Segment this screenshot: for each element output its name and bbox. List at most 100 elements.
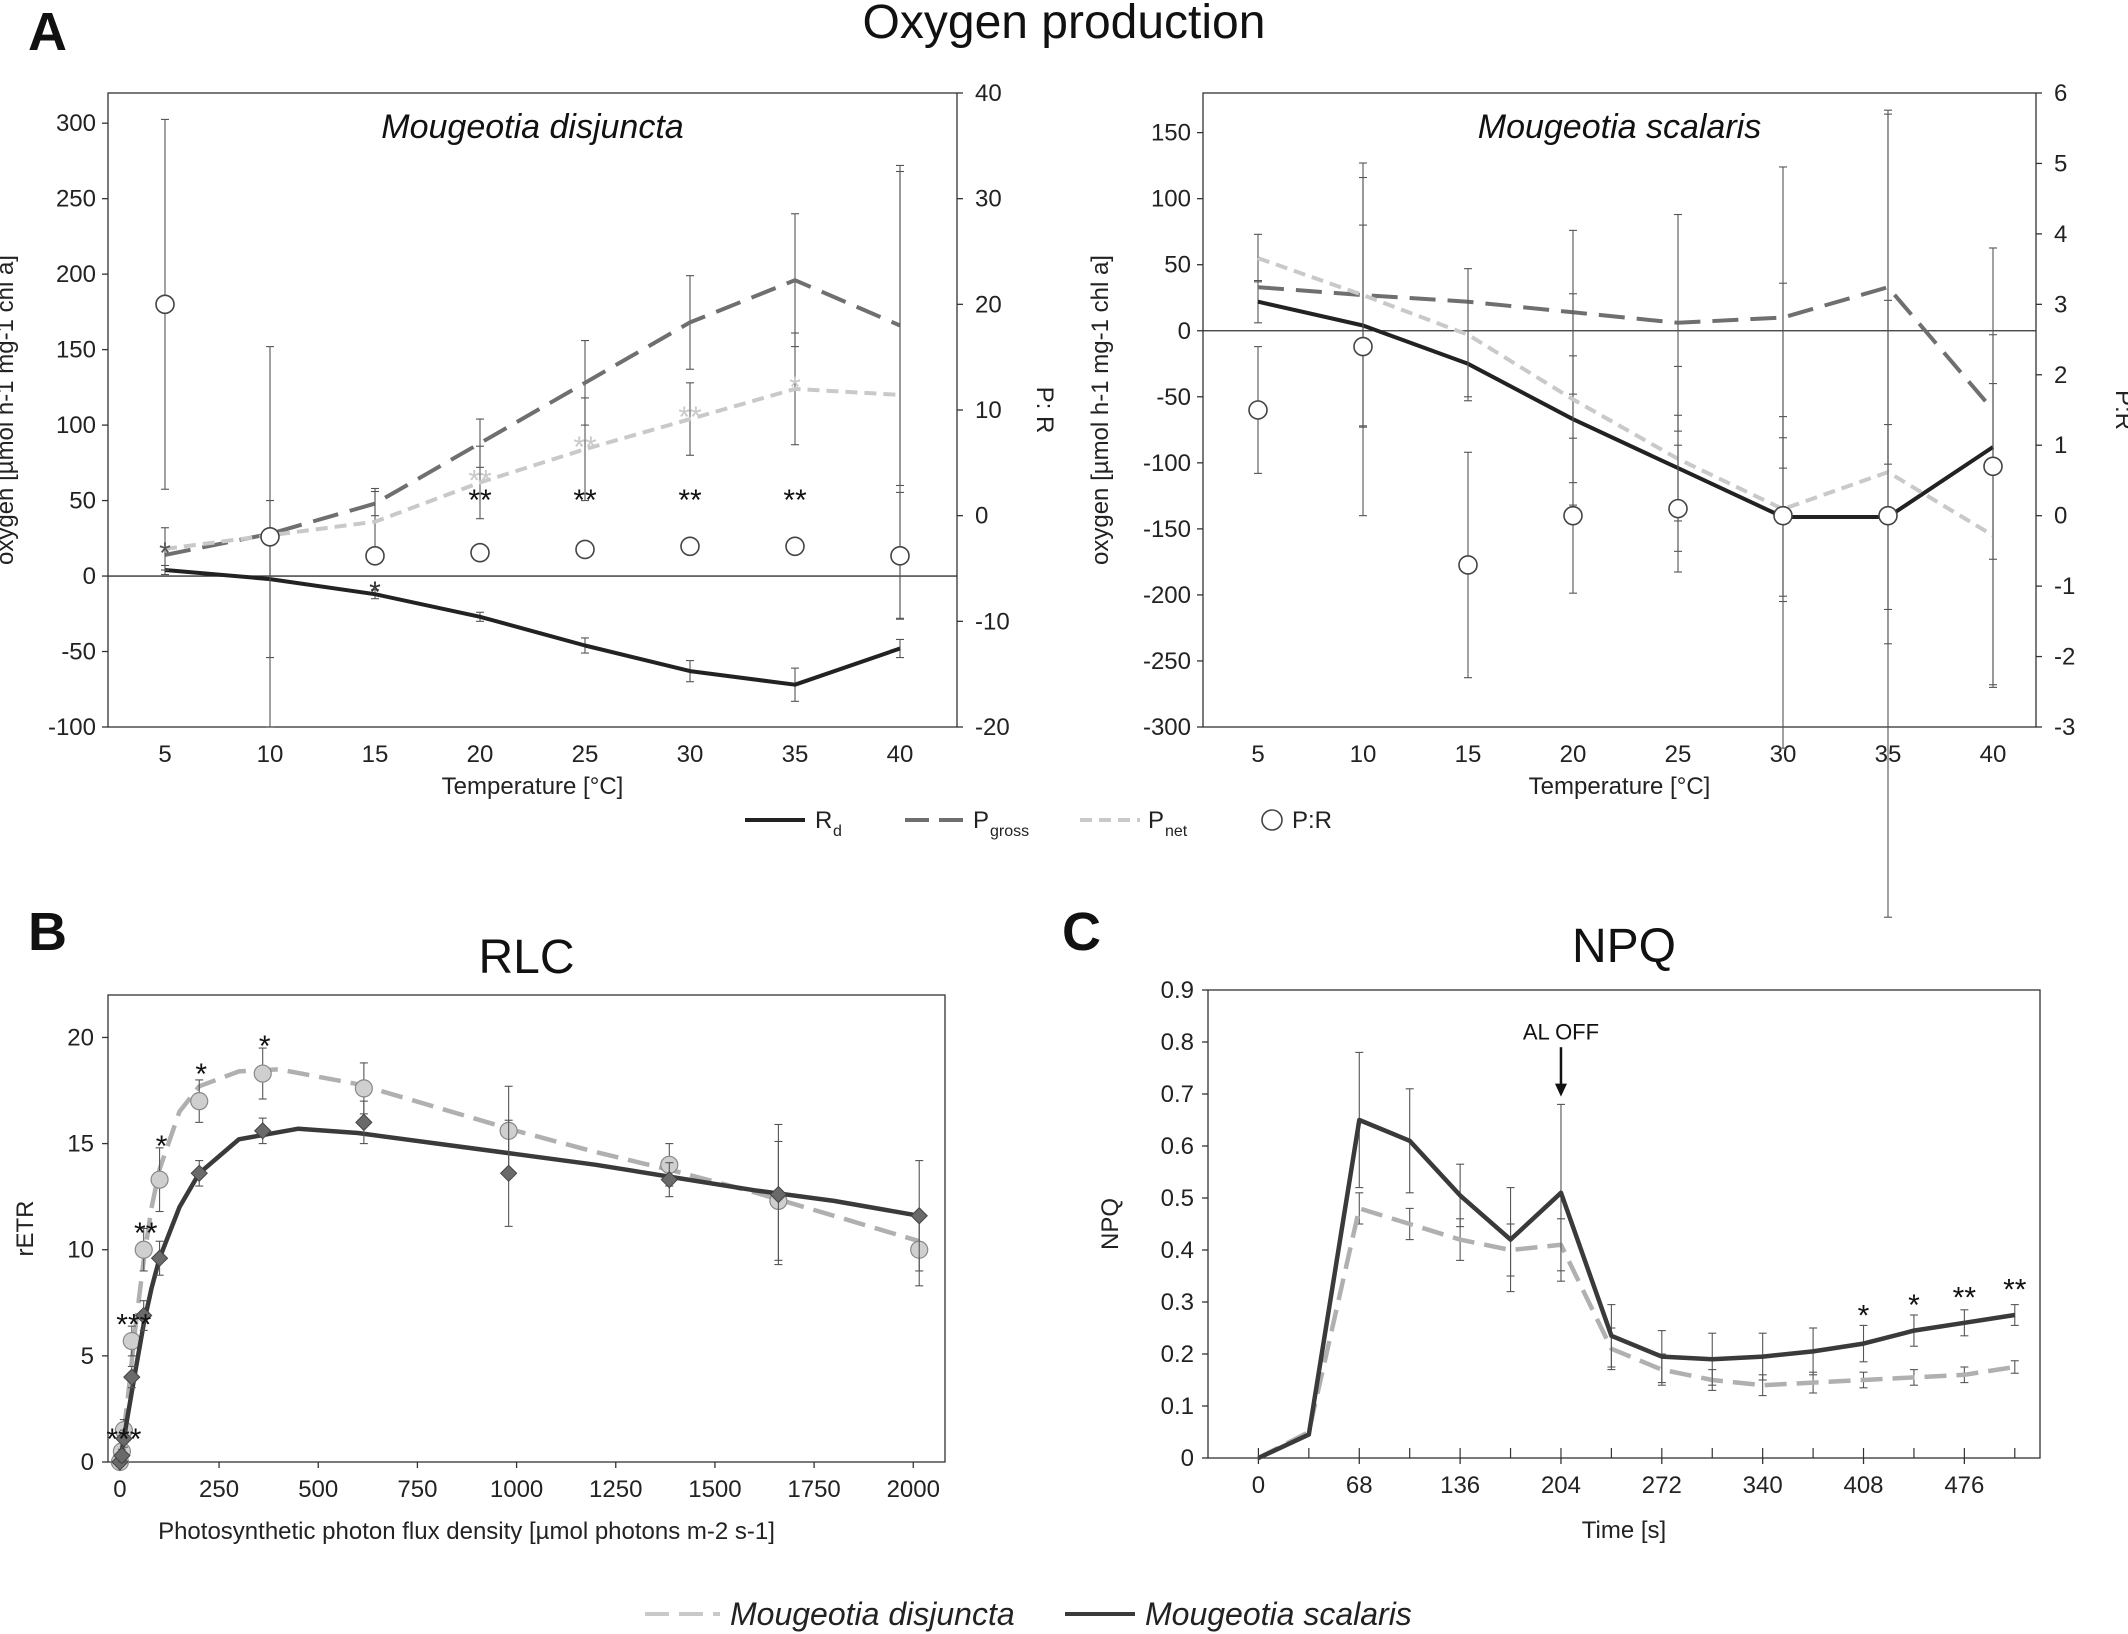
y2-tick-label: 1 (2054, 432, 2067, 459)
x-tick-label: 204 (1541, 1472, 1581, 1499)
x-tick-label: 25 (1665, 741, 1692, 768)
x-tick-label: 40 (887, 741, 914, 768)
x-tick-label: 2000 (887, 1476, 940, 1503)
y-tick-label: 150 (56, 337, 96, 364)
significance-star: * (156, 1130, 168, 1163)
data-point-scalaris (355, 1113, 373, 1132)
x-tick-label: 5 (158, 741, 171, 768)
chart-npq: 0 0.1 0.2 0.3 0.4 0.5 0.6 0.7 0.8 0.9 0 68 136 204 272… (1097, 920, 2041, 1544)
y-tick-label: -300 (1143, 714, 1191, 741)
significance-star: * (195, 1058, 207, 1091)
al-off-label: AL OFF (1523, 1019, 1599, 1044)
x-tick-label: 1000 (490, 1476, 543, 1503)
data-point-scalaris (660, 1170, 679, 1189)
y-tick-label: 0 (1181, 1445, 1194, 1472)
y2-tick-label: -10 (975, 608, 1010, 635)
data-point-scalaris (113, 1446, 131, 1465)
x-tick-label: 30 (677, 741, 704, 768)
x-tick-label: 35 (782, 741, 809, 768)
x-tick-label: 250 (199, 1476, 239, 1503)
series-line-rd (1257, 299, 1995, 519)
chart-oxygen-disjuncta: -100-50050100150200250300-20-10010203040… (0, 80, 1058, 800)
significance-star: *** (116, 1308, 151, 1341)
significance-star: ** (1953, 1281, 1977, 1314)
y-tick-label: 0.2 (1161, 1341, 1194, 1368)
series-line-pnet (164, 386, 901, 551)
x-axis-label: Time [s] (1582, 1517, 1666, 1544)
x-tick-label: 68 (1346, 1472, 1373, 1499)
x-tick-label: 0 (1252, 1472, 1265, 1499)
x-tick-label: 40 (1980, 741, 2007, 768)
y-tick-label: 0 (83, 563, 96, 590)
pr-point (890, 546, 910, 566)
chart-oxygen-scalaris: -300 -250 -200 -150 -100 -50 0 50 100 150 -3 -2 -1 0 1… (1087, 80, 2128, 918)
y-tick-label: 0.1 (1161, 1393, 1194, 1420)
x-tick-label: 1500 (688, 1476, 741, 1503)
al-off-arrowhead (1554, 1083, 1567, 1097)
chart-subtitle: Mougeotia scalaris (1478, 108, 1761, 146)
data-point-scalaris (115, 1429, 133, 1448)
plot-frame (1202, 92, 2037, 728)
legend-pgross-label: P (973, 807, 989, 834)
y-tick-label: 0 (81, 1449, 94, 1476)
legend-pr-label: P:R (1292, 807, 1332, 834)
significance-star: ** (678, 484, 702, 517)
pr-point (1878, 505, 1898, 526)
y-tick-label: 100 (56, 412, 96, 439)
series-line-pgross (1257, 285, 1995, 412)
significance-star: * (1858, 1300, 1870, 1333)
pr-point (1248, 400, 1268, 420)
x-tick-label: 408 (1843, 1472, 1883, 1499)
y2-axis-label: P:R (2110, 390, 2128, 430)
x-tick-label: 25 (572, 741, 599, 768)
panel-letter-a: A (28, 2, 67, 62)
legend-pnet-label: P (1148, 807, 1164, 834)
y-tick-label: -200 (1143, 582, 1191, 609)
y2-tick-label: -1 (2054, 573, 2075, 600)
pr-point (155, 294, 175, 315)
y-tick-label: 0.4 (1161, 1237, 1194, 1264)
pr-point (1668, 498, 1688, 519)
x-tick-label: 136 (1440, 1472, 1480, 1499)
data-point-disjuncta (190, 1092, 209, 1111)
x-tick-label: 1250 (589, 1476, 642, 1503)
y-tick-label: -50 (61, 639, 96, 666)
x-axis-label: Temperature [°C] (1529, 773, 1711, 800)
pr-point (575, 539, 595, 560)
pr-point (1353, 336, 1373, 357)
x-tick-label: 10 (1350, 741, 1377, 768)
y-tick-label: 5 (81, 1343, 94, 1370)
data-point-scalaris (150, 1249, 169, 1267)
y-tick-label: 0.7 (1161, 1081, 1194, 1108)
y2-tick-label: 4 (2054, 221, 2067, 248)
pr-point (365, 546, 385, 566)
x-axis-label: Temperature [°C] (442, 773, 624, 800)
y2-tick-label: 2 (2054, 362, 2067, 389)
y-tick-label: -150 (1143, 516, 1191, 543)
x-tick-label: 0 (113, 1476, 126, 1503)
plot-frame (1207, 989, 2041, 1459)
legend-pgross-sub: gross (990, 823, 1029, 840)
y-axis-label: oxygen [µmol h-1 mg-1 chl a] (0, 255, 19, 565)
y-tick-label: 50 (1164, 252, 1191, 279)
x-tick-label: 15 (1455, 741, 1482, 768)
x-tick-label: 10 (257, 741, 284, 768)
legend-pnet-sub: net (1165, 823, 1188, 840)
data-point-scalaris (190, 1164, 208, 1183)
x-axis-label: Photosynthetic photon flux density [µmol… (158, 1518, 775, 1545)
x-tick-label: 20 (467, 741, 494, 768)
y-tick-label: 0.6 (1161, 1133, 1194, 1160)
y-tick-label: 100 (1151, 186, 1191, 213)
data-point-disjuncta (354, 1079, 373, 1098)
data-point-disjuncta (150, 1170, 169, 1189)
y2-tick-label: 30 (975, 186, 1002, 213)
series-line-disjuncta (117, 1067, 920, 1463)
y2-tick-label: 10 (975, 397, 1002, 424)
y-tick-label: 0.3 (1161, 1289, 1194, 1316)
data-point-scalaris (123, 1368, 141, 1386)
x-tick-label: 750 (397, 1476, 437, 1503)
y-tick-label: 10 (67, 1237, 94, 1264)
y-tick-label: 300 (56, 110, 96, 137)
significance-star: * (1908, 1289, 1920, 1322)
chart-rlc: 0 5 10 15 20 0 250 500 750 1000 1250 1500 1750 2000 Ph… (12, 931, 946, 1545)
